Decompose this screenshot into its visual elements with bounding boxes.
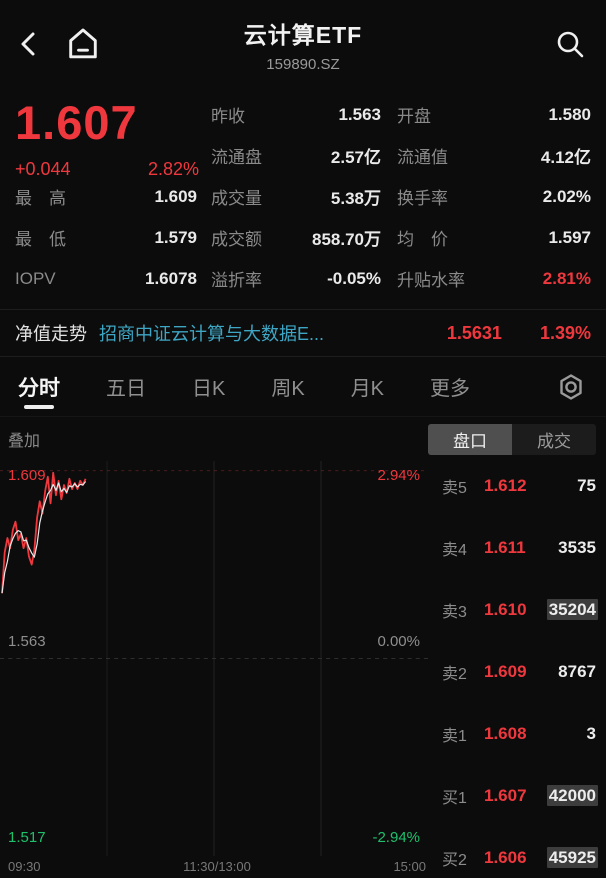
settings-hexagon-icon xyxy=(556,372,586,402)
minute-chart-body[interactable]: 1.609 2.94% 1.563 0.00% 1.517 -2.94% xyxy=(0,461,428,856)
stat-avg-price: 均 价 1.597 xyxy=(397,227,591,250)
tab-five-day[interactable]: 五日 xyxy=(106,378,146,400)
ask-4-row[interactable]: 卖4 1.611 3535 xyxy=(442,538,596,559)
order-book-panel: 卖5 1.612 75 卖4 1.611 3535 卖3 1.610 35204… xyxy=(428,461,606,878)
tab-monthly-k[interactable]: 月K xyxy=(350,378,385,400)
stock-code: 159890.SZ xyxy=(266,55,340,73)
nav-trend-label: 净值走势 xyxy=(15,324,87,344)
stats-grid: 昨收 1.563 开盘 1.580 流通盘 2.57亿 流通值 4.12亿 最 高 1.6… xyxy=(15,94,591,299)
tab-order-book[interactable]: 盘口 xyxy=(428,423,512,455)
minute-chart-svg xyxy=(0,461,428,856)
home-button[interactable] xyxy=(64,25,102,63)
stat-float-value: 流通值 4.12亿 xyxy=(397,148,591,167)
time-tick-open: 09:30 xyxy=(8,858,41,874)
minute-chart-area[interactable]: 1.609 2.94% 1.563 0.00% 1.517 -2.94% 09:… xyxy=(0,461,428,878)
overlay-button[interactable]: 叠加 xyxy=(8,433,41,450)
bid-2-row[interactable]: 买2 1.606 45925 xyxy=(442,847,598,869)
fund-name-link[interactable]: 招商中证云计算与大数据E... xyxy=(99,324,325,344)
time-axis: 09:30 11:30/13:00 15:00 xyxy=(0,856,428,878)
price-change-pct: 2.82% xyxy=(147,159,199,180)
stat-amount: 成交额 858.70万 xyxy=(211,230,381,249)
tab-trades[interactable]: 成交 xyxy=(537,431,571,451)
chart-header: 叠加 盘口 成交 xyxy=(0,417,606,461)
tab-minute[interactable]: 分时 xyxy=(18,357,60,416)
stat-premium-discount: 溢折率 -0.05% xyxy=(211,268,381,291)
last-price: 1.607 xyxy=(15,96,138,149)
stat-high: 最 高 1.609 xyxy=(15,186,197,209)
quote-section: 1.607 +0.044 2.82% 昨收 1.563 开盘 1.580 流通盘 2.… xyxy=(0,88,606,309)
search-button[interactable] xyxy=(554,28,606,60)
tab-more[interactable]: 更多 xyxy=(430,378,471,400)
stat-iopv: IOPV 1.6078 xyxy=(15,268,197,288)
price-block: 1.607 +0.044 2.82% xyxy=(15,98,205,180)
tab-weekly-k[interactable]: 周K xyxy=(271,378,305,400)
nav-pct: 1.39% xyxy=(539,322,591,343)
ask-2-row[interactable]: 卖2 1.609 8767 xyxy=(442,662,596,683)
ask-3-row[interactable]: 卖3 1.610 35204 xyxy=(442,599,598,621)
chart-and-orderbook: 1.609 2.94% 1.563 0.00% 1.517 -2.94% 09:… xyxy=(0,461,606,878)
nav-trend-row[interactable]: 净值走势 招商中证云计算与大数据E... 1.5631 1.39% xyxy=(0,309,606,357)
price-change: +0.044 xyxy=(15,159,71,180)
back-chevron-icon xyxy=(16,27,42,61)
stat-low: 最 低 1.579 xyxy=(15,227,197,250)
stat-volume: 成交量 5.38万 xyxy=(211,189,381,208)
stat-basis-rate: 升贴水率 2.81% xyxy=(397,268,591,291)
ask-5-row[interactable]: 卖5 1.612 75 xyxy=(442,476,596,497)
stat-prev-close: 昨收 1.563 xyxy=(211,104,381,127)
tab-daily-k[interactable]: 日K xyxy=(192,378,226,400)
stat-turnover-rate: 换手率 2.02% xyxy=(397,186,591,209)
stat-open: 开盘 1.580 xyxy=(397,104,591,127)
stat-float-shares: 流通盘 2.57亿 xyxy=(211,148,381,167)
page-title: 云计算ETF xyxy=(243,21,363,48)
chart-settings-button[interactable] xyxy=(556,372,586,402)
header: 云计算ETF 159890.SZ xyxy=(0,0,606,88)
time-tick-noon: 11:30/13:00 xyxy=(183,858,251,874)
period-tabs: 分时 五日 日K 周K 月K 更多 xyxy=(0,357,606,417)
time-tick-close: 15:00 xyxy=(393,858,426,874)
back-button[interactable] xyxy=(16,27,42,61)
search-icon xyxy=(554,28,586,60)
panel-toggle: 盘口 成交 xyxy=(428,423,596,455)
home-icon xyxy=(64,25,102,63)
bid-1-row[interactable]: 买1 1.607 42000 xyxy=(442,785,598,807)
nav-value: 1.5631 xyxy=(446,322,502,343)
ask-1-row[interactable]: 卖1 1.608 3 xyxy=(442,724,596,745)
